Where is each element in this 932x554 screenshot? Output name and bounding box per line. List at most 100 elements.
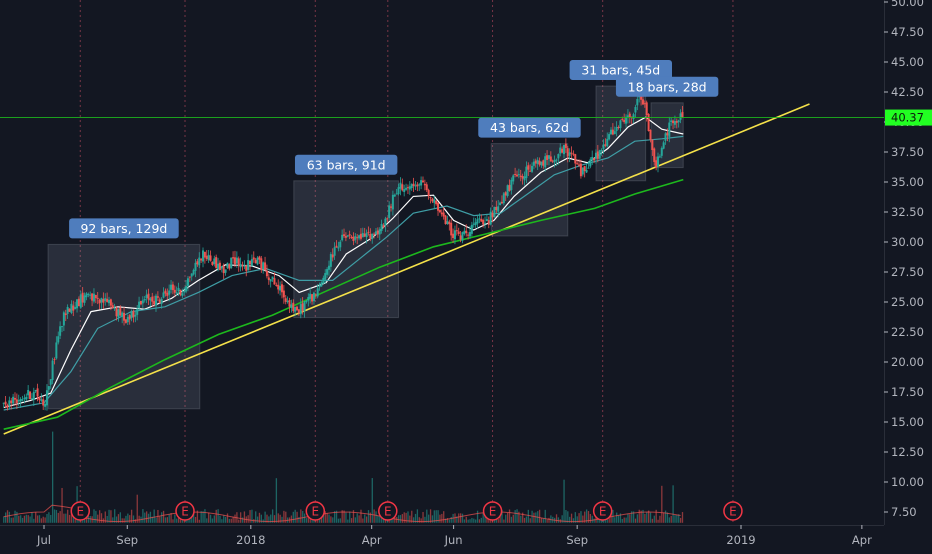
volume-bar — [428, 514, 430, 523]
volume-bar — [546, 519, 548, 523]
volume-bar — [369, 512, 372, 523]
earnings-marker-label: E — [311, 505, 319, 519]
candle-body — [546, 155, 549, 160]
candle-body — [641, 99, 644, 105]
candle-body — [290, 304, 293, 308]
candle-body — [277, 284, 280, 290]
volume-bar — [651, 518, 654, 523]
volume-bar — [414, 513, 417, 523]
candle-body — [585, 169, 588, 173]
earnings-marker-circle[interactable] — [175, 501, 195, 521]
trendline-line[interactable] — [3, 103, 810, 435]
volume-bar — [640, 510, 642, 523]
candle-body — [570, 152, 573, 154]
volume-bar — [634, 518, 637, 523]
candle-body — [327, 265, 330, 270]
candle-body — [76, 299, 79, 309]
volume-bar — [523, 517, 526, 523]
earnings-marker-circle[interactable] — [592, 501, 613, 521]
price-axis[interactable]: 7.50 10.00 12.50 15.00 17.50 20.00 22.50 25.00 2… — [884, 0, 932, 550]
earnings-marker-circle[interactable] — [70, 501, 91, 521]
volume-bar — [59, 511, 61, 523]
earnings-marker-circle[interactable] — [482, 501, 503, 521]
volume-bar — [480, 517, 482, 523]
candle-body — [517, 174, 520, 176]
volume-bar — [219, 515, 221, 523]
volume-bar — [193, 512, 195, 523]
candle-body — [299, 304, 302, 315]
candle-body — [60, 326, 63, 328]
candle-body — [322, 277, 325, 284]
volume-bar — [279, 514, 281, 523]
volume-bar — [339, 518, 341, 523]
volume-bar — [313, 519, 315, 523]
candle-body — [555, 159, 558, 161]
candle-body — [416, 184, 419, 187]
volume-bar — [544, 509, 546, 523]
candle-body — [271, 276, 274, 280]
volume-bar — [501, 509, 503, 523]
range-box-label: 31 bars, 45d — [569, 60, 673, 80]
candle-body — [610, 129, 613, 135]
candle-body — [318, 285, 321, 288]
candle-body — [388, 205, 391, 218]
volume-bar — [631, 511, 633, 523]
candle-body — [604, 144, 607, 146]
candle-body — [521, 176, 524, 179]
range-box-label: 63 bars, 91d — [294, 154, 398, 175]
earnings-marker[interactable]: E — [592, 501, 613, 521]
earnings-marker-circle[interactable] — [723, 501, 743, 521]
time-axis-label: Sep — [566, 533, 588, 547]
candle-body — [593, 158, 596, 161]
earnings-marker-circle[interactable] — [378, 501, 398, 521]
earnings-marker[interactable]: E — [305, 501, 326, 521]
candle-body — [2, 402, 5, 404]
candle-body — [628, 113, 631, 117]
volume-bar — [621, 518, 623, 523]
candle-body — [487, 220, 490, 225]
volume-bar — [358, 515, 360, 523]
volume-bar — [678, 514, 680, 523]
candle-body — [433, 199, 436, 203]
volume-bar — [281, 516, 283, 523]
earnings-marker-circle[interactable] — [305, 501, 326, 521]
candle-body — [70, 303, 73, 314]
volume-bar — [364, 514, 366, 523]
earnings-marker[interactable]: E — [482, 501, 503, 521]
earnings-marker[interactable]: E — [378, 501, 398, 521]
trendline[interactable] — [3, 103, 810, 435]
candle-body — [89, 294, 92, 296]
range-box-label-bg — [69, 218, 179, 239]
volume-bar — [55, 510, 58, 523]
candle-body — [164, 290, 167, 294]
volume-bar — [670, 515, 672, 523]
candle-body — [83, 295, 86, 303]
candle-body — [273, 278, 276, 285]
volume-bar — [20, 515, 22, 523]
volume-bar — [601, 519, 603, 523]
candle-body — [647, 113, 650, 131]
volume-bar — [540, 518, 543, 523]
volume-bar — [557, 517, 560, 523]
volume-bar — [499, 516, 501, 523]
candle-body — [344, 236, 347, 238]
candle-body — [250, 259, 253, 266]
earnings-marker[interactable]: E — [723, 501, 743, 521]
earnings-marker[interactable]: E — [70, 501, 91, 521]
volume-bar — [625, 517, 627, 523]
volume-bar — [516, 509, 518, 523]
volume-bar — [514, 510, 516, 523]
candle-body — [401, 184, 404, 191]
candle-body — [139, 300, 142, 305]
earnings-marker[interactable]: E — [175, 501, 195, 521]
candle-body — [346, 235, 349, 237]
time-axis[interactable]: Jul Sep 2018 Apr Jun Sep 2019 Apr — [0, 525, 884, 550]
volume-bar — [582, 515, 584, 523]
candle-body — [23, 397, 26, 399]
candle-body — [657, 156, 660, 167]
moving-average-sma-mid — [3, 135, 684, 411]
candle-body — [147, 293, 150, 300]
volume-bar — [448, 519, 451, 523]
